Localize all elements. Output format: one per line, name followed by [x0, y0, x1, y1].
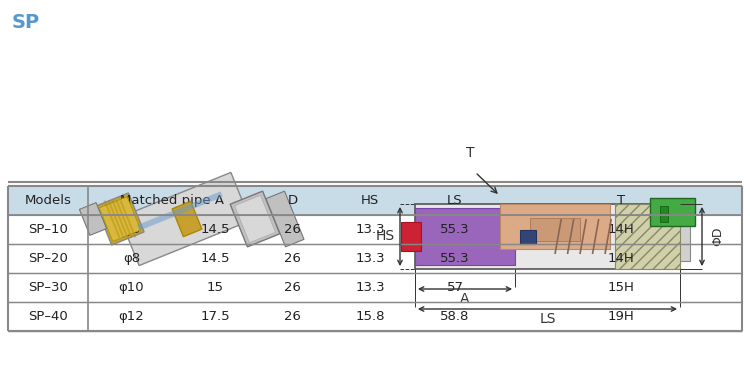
Bar [650, 198, 695, 226]
Text: 19H: 19H [608, 310, 634, 323]
Text: 55.3: 55.3 [440, 252, 470, 265]
Bar [670, 212, 690, 261]
Text: 14H: 14H [608, 252, 634, 265]
Bar [660, 206, 668, 222]
Text: 26: 26 [284, 252, 301, 265]
Text: T: T [466, 146, 474, 160]
Text: 26: 26 [284, 223, 301, 236]
Bar [500, 204, 610, 249]
Text: 15: 15 [206, 281, 224, 294]
Bar [80, 203, 106, 235]
Bar [104, 200, 121, 238]
Text: 14.5: 14.5 [200, 252, 230, 265]
Bar [415, 208, 515, 265]
Text: SP–30: SP–30 [28, 281, 68, 294]
Text: Models: Models [25, 194, 71, 207]
Text: 57: 57 [446, 281, 464, 294]
Bar [520, 230, 536, 243]
Text: D: D [287, 194, 298, 207]
Text: HS: HS [361, 194, 379, 207]
Bar [230, 191, 280, 247]
Text: φ6: φ6 [123, 223, 140, 236]
Text: SP–20: SP–20 [28, 252, 68, 265]
Text: φ10: φ10 [118, 281, 144, 294]
Text: 13.3: 13.3 [356, 281, 385, 294]
Text: SP–40: SP–40 [28, 310, 68, 323]
Text: LS: LS [539, 312, 556, 326]
Text: 55.3: 55.3 [440, 223, 470, 236]
Text: 17.5: 17.5 [200, 310, 230, 323]
Text: 26: 26 [284, 310, 301, 323]
Text: 14H: 14H [608, 223, 634, 236]
Text: Matched pipe A: Matched pipe A [119, 194, 224, 207]
Bar [530, 218, 580, 241]
Text: 13.3: 13.3 [356, 252, 385, 265]
Text: SP: SP [12, 13, 40, 32]
Text: SP–10: SP–10 [28, 223, 68, 236]
Bar [112, 200, 128, 238]
Bar [116, 200, 133, 238]
Bar [96, 193, 144, 245]
Bar [8, 302, 742, 331]
Bar [266, 191, 304, 247]
Text: 58.8: 58.8 [440, 310, 470, 323]
Text: ΦD: ΦD [712, 227, 724, 246]
Bar [99, 197, 141, 241]
Bar [235, 195, 275, 243]
Bar [172, 201, 202, 236]
Text: T: T [617, 194, 625, 207]
Text: HS: HS [376, 230, 395, 243]
Bar [107, 200, 124, 238]
Bar [119, 200, 136, 238]
Text: LS: LS [447, 194, 463, 207]
Text: φ12: φ12 [118, 310, 144, 323]
Bar [137, 191, 223, 231]
Text: 15H: 15H [608, 281, 634, 294]
Bar [8, 244, 742, 273]
Bar [615, 204, 680, 269]
Bar [8, 273, 742, 302]
Text: 14.5: 14.5 [200, 223, 230, 236]
Bar [8, 186, 742, 215]
Bar [120, 172, 250, 266]
Bar [401, 222, 421, 251]
Bar [415, 204, 680, 269]
Text: 15.8: 15.8 [356, 310, 385, 323]
Text: φ8: φ8 [123, 252, 140, 265]
Bar [8, 215, 742, 244]
Text: 13.3: 13.3 [356, 223, 385, 236]
Text: A: A [460, 292, 470, 306]
Text: 26: 26 [284, 281, 301, 294]
